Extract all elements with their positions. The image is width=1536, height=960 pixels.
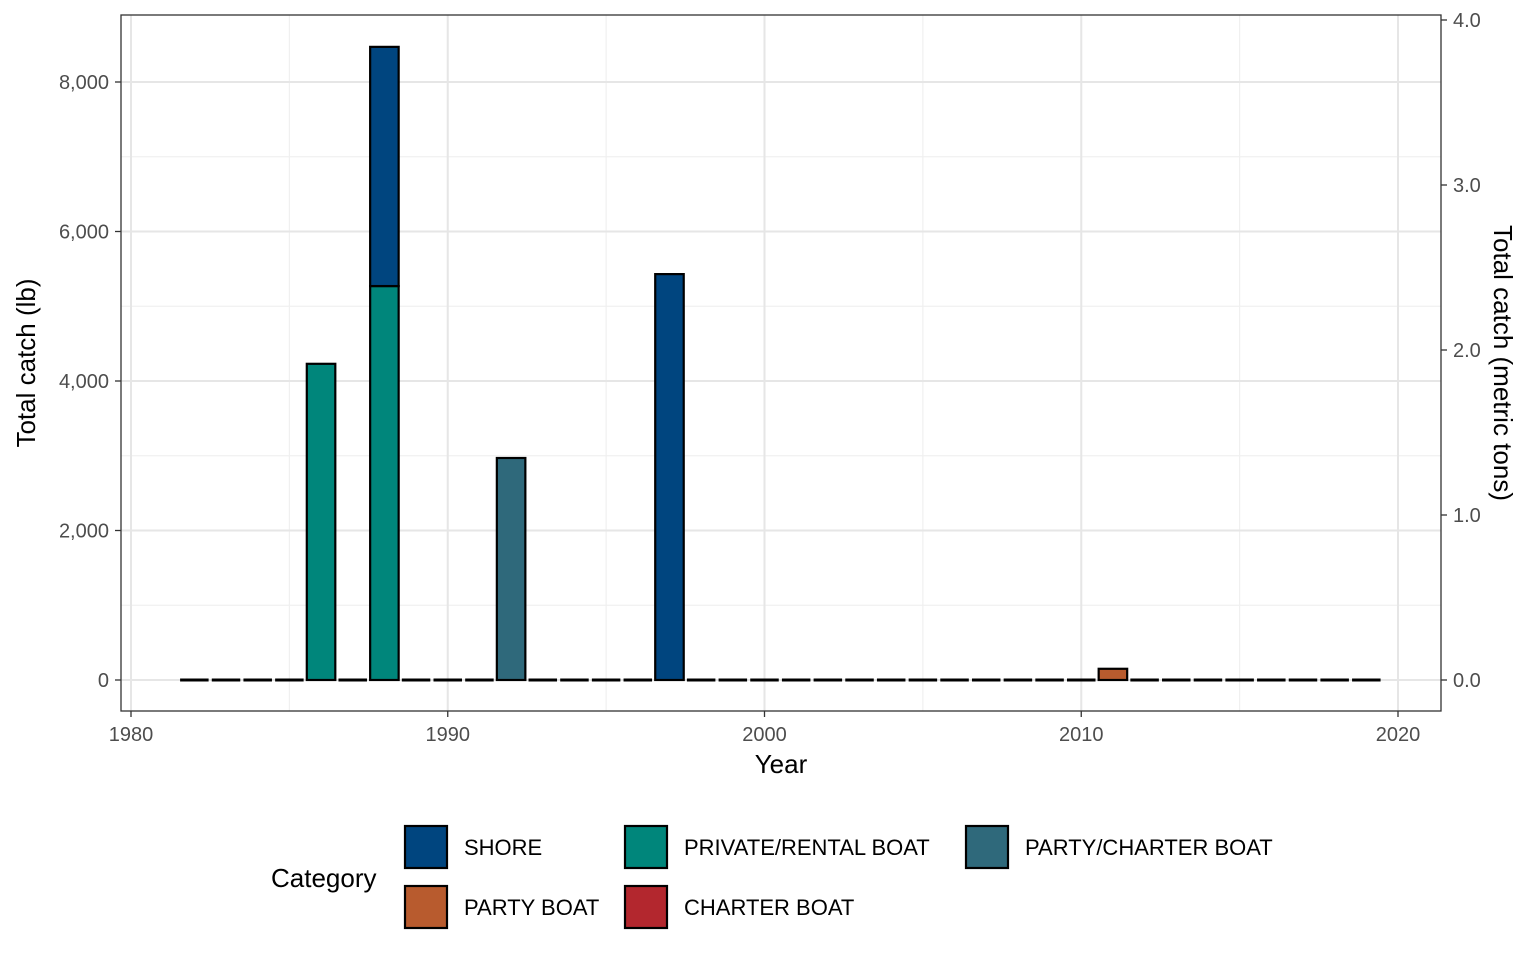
legend-key-private-rental-boat bbox=[623, 824, 669, 870]
x-tick-label: 2020 bbox=[1376, 724, 1421, 746]
legend-title: Category bbox=[271, 863, 377, 893]
y-tick-label: 4,000 bbox=[59, 371, 109, 393]
bar-1988-private-rental-boat bbox=[369, 284, 400, 682]
legend-label-party-charter-boat: PARTY/CHARTER BOAT bbox=[1025, 835, 1273, 860]
bar-1988-shore bbox=[369, 45, 400, 288]
bar-1997-shore bbox=[654, 273, 685, 682]
y-axis-title: Total catch (lb) bbox=[11, 278, 41, 447]
legend-label-charter-boat: CHARTER BOAT bbox=[684, 895, 854, 920]
x-tick-label: 2000 bbox=[742, 724, 787, 746]
y-tick-label: 6,000 bbox=[59, 222, 109, 244]
legend-label-party-boat: PARTY BOAT bbox=[464, 895, 599, 920]
y2-tick-label: 0.0 bbox=[1453, 670, 1481, 692]
legend-label-shore: SHORE bbox=[464, 835, 542, 860]
y-tick-label: 0 bbox=[98, 670, 109, 692]
bar-1986-private-rental-boat bbox=[305, 362, 337, 682]
x-tick-label: 1990 bbox=[426, 724, 471, 746]
x-axis-title: Year bbox=[755, 749, 808, 779]
bar-layer bbox=[180, 45, 1381, 682]
legend-key-party-boat bbox=[403, 884, 449, 930]
legend-key-party-charter-boat bbox=[964, 824, 1010, 870]
y2-tick-label: 3.0 bbox=[1453, 175, 1481, 197]
y2-tick-label: 2.0 bbox=[1453, 340, 1481, 362]
legend-key-charter-boat bbox=[623, 884, 669, 930]
y2-tick-label: 4.0 bbox=[1453, 10, 1481, 32]
x-tick-label: 1980 bbox=[109, 724, 154, 746]
bar-1992-party-charter-boat bbox=[495, 456, 527, 682]
axes: 1980 1990 2000 2010 2020 0 2,000 4,000 6,000 8,00… bbox=[59, 10, 1481, 746]
y2-axis-title: Total catch (metric tons) bbox=[1488, 225, 1518, 501]
y2-tick-label: 1.0 bbox=[1453, 505, 1481, 527]
legend-label-private-rental-boat: PRIVATE/RENTAL BOAT bbox=[684, 835, 930, 860]
y-tick-label: 2,000 bbox=[59, 521, 109, 543]
bar-2011-party-boat bbox=[1097, 667, 1129, 682]
legend: Category SHORE PRIVATE/RENTAL BOAT PARTY/C… bbox=[271, 824, 1273, 930]
legend-key-shore bbox=[403, 824, 449, 870]
y-tick-label: 8,000 bbox=[59, 72, 109, 94]
plot-panel-border bbox=[120, 14, 1442, 712]
x-tick-label: 2010 bbox=[1059, 724, 1104, 746]
